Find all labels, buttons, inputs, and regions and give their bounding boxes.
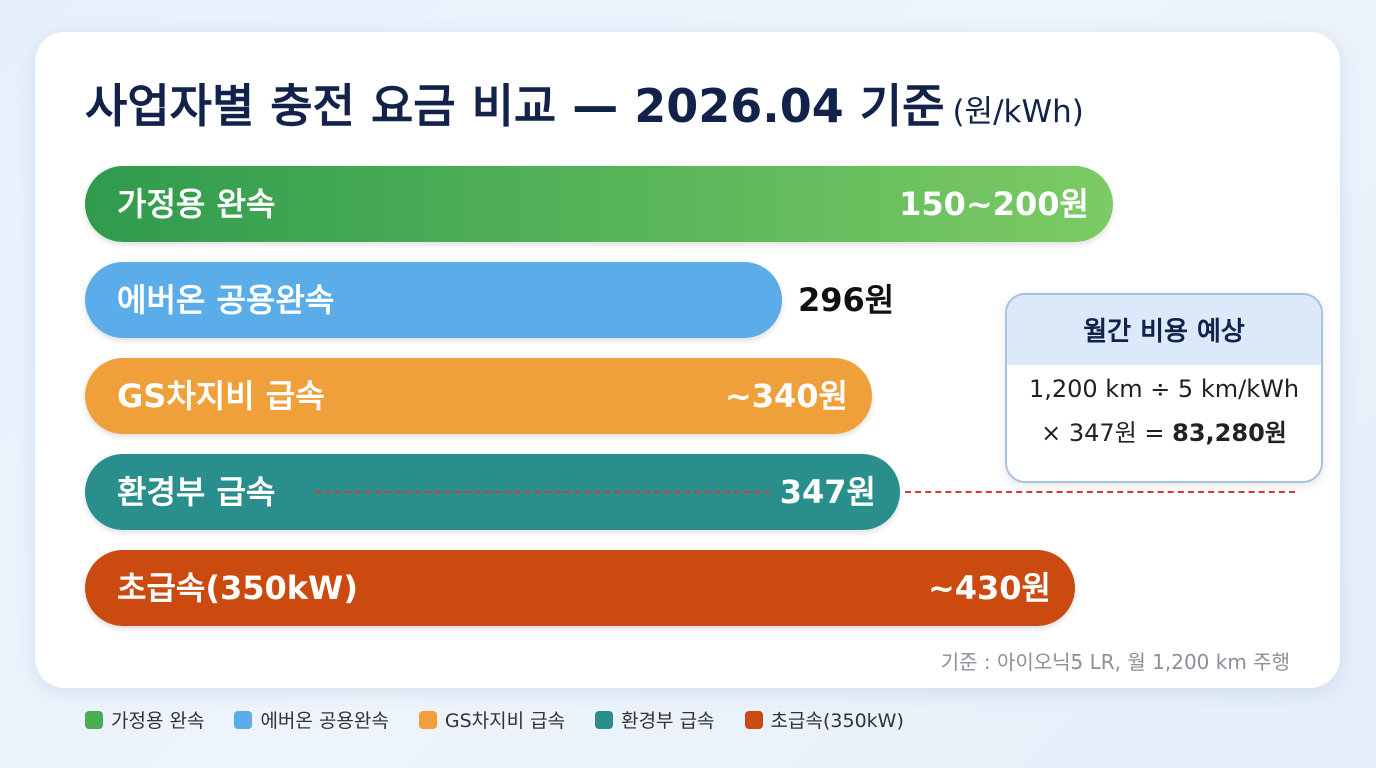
legend-item: GS차지비 급속 [418, 706, 566, 733]
bar-label: 가정용 완속 [117, 185, 276, 223]
bar: GS차지비 급속 ~340원 [85, 358, 872, 434]
title: 사업자별 충전 요금 비교 — 2026.04 기준 (원/kWh) [85, 70, 1084, 136]
footnote: 기준 : 아이오닉5 LR, 월 1,200 km 주행 [940, 650, 1290, 674]
callout-formula: × 347원 = [1041, 419, 1165, 447]
bar-label: 에버온 공용완속 [117, 281, 335, 319]
bar-label: GS차지비 급속 [117, 377, 325, 415]
callout: 월간 비용 예상 1,200 km ÷ 5 km/kWh × 347원 = 83… [1005, 293, 1323, 483]
bar-value: ~430원 [927, 569, 1051, 607]
legend-swatch [595, 710, 614, 729]
legend-label: 환경부 급속 [621, 710, 715, 732]
legend-label: 초급속(350kW) [770, 710, 904, 732]
legend-swatch [234, 710, 253, 729]
bar-label: 환경부 급속 [117, 473, 276, 511]
callout-line: 1,200 km ÷ 5 km/kWh [1028, 375, 1300, 403]
unit: (원/kWh) [952, 94, 1084, 130]
legend-swatch [85, 710, 103, 729]
callout-line: × 347원 = 83,280원 [1007, 413, 1321, 448]
legend-item: 가정용 완속 [85, 706, 204, 733]
legend-label: GS차지비 급속 [444, 710, 566, 732]
legend: 가정용 완속 에버온 공용완속 GS차지비 급속 환경부 급속 초급속(350k… [85, 706, 904, 733]
reference-line [315, 491, 770, 493]
bar-value: 150~200원 [899, 185, 1089, 223]
bar-value: 296원 [798, 281, 895, 319]
reference-line [905, 491, 1295, 493]
title-text: 사업자별 충전 요금 비교 — 2026.04 기준 [85, 79, 945, 133]
legend-item: 환경부 급속 [595, 706, 715, 733]
bar: 가정용 완속 150~200원 [85, 166, 1113, 242]
legend-swatch [418, 710, 437, 729]
callout-result: 83,280원 [1172, 419, 1287, 447]
bar: 초급속(350kW) ~430원 [85, 550, 1075, 626]
bar-value: 347원 [779, 473, 876, 511]
legend-label: 가정용 완속 [111, 710, 205, 732]
bar: 에버온 공용완속 [85, 262, 782, 338]
legend-swatch [744, 710, 763, 729]
legend-item: 초급속(350kW) [744, 706, 904, 733]
legend-label: 에버온 공용완속 [260, 710, 389, 732]
bar-label: 초급속(350kW) [117, 569, 358, 607]
legend-item: 에버온 공용완속 [234, 706, 389, 733]
bar-value: ~340원 [724, 377, 848, 415]
callout-title: 월간 비용 예상 [1007, 295, 1321, 365]
